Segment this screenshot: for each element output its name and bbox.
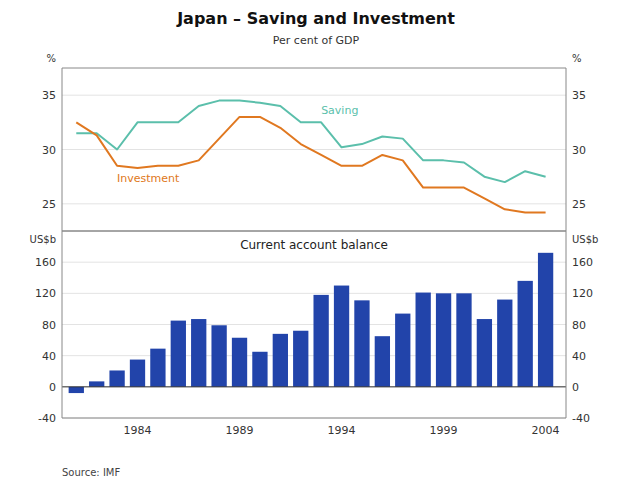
bar: [171, 321, 186, 387]
y-tick-label: 0: [49, 381, 56, 394]
bar: [313, 295, 328, 387]
series-label: Saving: [321, 104, 358, 117]
y2-tick-label: 25: [572, 198, 586, 211]
frame-top: [62, 68, 566, 69]
grid-line: [62, 418, 566, 419]
y2-tick-label: -40: [572, 412, 590, 425]
y-tick-label: 80: [42, 319, 56, 332]
grid-line: [62, 149, 566, 150]
x-tick-label: 1984: [123, 424, 151, 437]
bar: [89, 381, 104, 386]
y-axis-line: [62, 231, 63, 418]
y2-axis-line: [566, 68, 567, 231]
x-axis-line: [62, 231, 566, 232]
bar: [232, 338, 247, 387]
bar: [252, 352, 267, 387]
y-tick-label: 40: [42, 350, 56, 363]
x-tick-label: 1989: [226, 424, 254, 437]
y2-tick-label: 30: [572, 144, 586, 157]
y2-tick-label: 120: [572, 287, 593, 300]
y-axis-line: [62, 68, 63, 231]
y2-axis-line: [566, 231, 567, 418]
y2-tick-label: 80: [572, 319, 586, 332]
bar: [211, 325, 226, 387]
y2-axis-label: US$b: [572, 234, 598, 245]
y-tick-label: 35: [42, 89, 56, 102]
panel-line: 25 30 35 25 30 35%% Saving Investment: [42, 53, 586, 231]
bar: [334, 286, 349, 387]
bar: [375, 336, 390, 387]
y-axis-label: %: [46, 53, 56, 64]
bar: [395, 314, 410, 387]
y-tick-label: -40: [38, 412, 56, 425]
x-axis-line: [62, 418, 566, 419]
bar: [354, 300, 369, 386]
y-tick-label: 120: [35, 287, 56, 300]
bar: [191, 319, 206, 387]
bar: [456, 293, 471, 387]
panel-bar: -40 0 40 80 120 160 -40 0 40 80 120 160 1984 1989 1994…: [30, 231, 599, 437]
x-tick-label: 1999: [430, 424, 458, 437]
y-axis-label: US$b: [30, 234, 56, 245]
bar: [293, 331, 308, 387]
source: Source: IMF: [62, 467, 120, 478]
y-tick-label: 25: [42, 198, 56, 211]
y2-tick-label: 35: [572, 89, 586, 102]
y-tick-label: 30: [42, 144, 56, 157]
panel-title: Current account balance: [240, 238, 388, 252]
background: [0, 0, 632, 486]
baseline: [62, 386, 566, 387]
y2-tick-label: 40: [572, 350, 586, 363]
series-label: Investment: [117, 172, 180, 185]
bar: [150, 349, 165, 387]
plot-area: [69, 253, 554, 393]
grid-line: [62, 203, 566, 204]
bar: [477, 319, 492, 387]
subtitle: Per cent of GDP: [273, 34, 360, 47]
series-line: [76, 117, 545, 213]
bar: [436, 293, 451, 387]
chart-svg: 25 30 35 25 30 35%% Saving Investment -40 0 40 80 12…: [0, 0, 632, 486]
plot-area: [76, 101, 545, 213]
y-tick-label: 160: [35, 256, 56, 269]
bar: [273, 334, 288, 387]
bar: [130, 360, 145, 387]
bar: [69, 387, 84, 393]
bar: [416, 293, 431, 387]
series-line: [76, 101, 545, 183]
frame-top: [62, 231, 566, 232]
bar: [109, 370, 124, 386]
y2-tick-label: 0: [572, 381, 579, 394]
y2-tick-label: 160: [572, 256, 593, 269]
grid-line: [62, 386, 566, 387]
x-tick-label: 1994: [328, 424, 356, 437]
grid-line: [62, 262, 566, 263]
bar: [497, 300, 512, 387]
title: Japan – Saving and Investment: [176, 9, 455, 28]
x-tick-label: 2004: [532, 424, 560, 437]
bar: [538, 253, 553, 387]
grid-line: [62, 293, 566, 294]
grid-line: [62, 95, 566, 96]
bar: [518, 281, 533, 387]
y2-axis-label: %: [572, 53, 582, 64]
